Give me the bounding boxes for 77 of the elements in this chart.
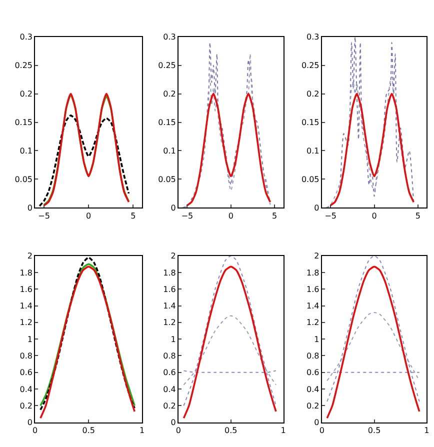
x-tick-label: 0.5 bbox=[82, 426, 95, 435]
line-series bbox=[326, 36, 414, 208]
x-tick-label: 0 bbox=[228, 211, 234, 220]
line-series bbox=[326, 256, 420, 402]
y-tick-label: 0.6 bbox=[20, 368, 32, 378]
y-tick-label: 0.1 bbox=[163, 146, 176, 156]
x-tick-label: −5 bbox=[38, 211, 50, 220]
y-tick-label: 0 bbox=[170, 418, 176, 428]
y-tick-label: 0 bbox=[170, 203, 176, 212]
y-tick-label: 0.2 bbox=[306, 90, 320, 99]
y-tick-label: 1.2 bbox=[306, 318, 320, 328]
y-tick-label: 0.6 bbox=[306, 368, 320, 378]
y-tick-label: 0.2 bbox=[20, 90, 32, 99]
y-tick-label: 1 bbox=[314, 334, 320, 344]
y-tick-label: 0.3 bbox=[20, 32, 32, 42]
y-tick-label: 0 bbox=[27, 418, 32, 428]
line-series bbox=[186, 92, 272, 206]
y-tick-label: 0.2 bbox=[306, 401, 320, 410]
x-tick-label: 5 bbox=[415, 211, 421, 220]
x-tick-label: 5 bbox=[130, 211, 136, 220]
y-tick-label: 0 bbox=[27, 203, 32, 212]
y-tick-label: 0.25 bbox=[301, 61, 320, 70]
line-series bbox=[326, 266, 420, 420]
y-tick-label: 0 bbox=[314, 418, 320, 428]
y-tick-label: 0.05 bbox=[301, 175, 320, 184]
x-tick-label: 5 bbox=[272, 211, 278, 220]
y-tick-label: 0.2 bbox=[163, 90, 176, 99]
y-tick-label: 0.8 bbox=[163, 352, 176, 361]
x-tick-label: 0.5 bbox=[224, 426, 238, 435]
y-tick-label: 2 bbox=[170, 252, 176, 261]
y-tick-label: 0.3 bbox=[306, 32, 320, 42]
y-tick-label: 0.05 bbox=[14, 175, 32, 184]
y-tick-label: 1.6 bbox=[306, 284, 320, 294]
y-tick-label: 1.4 bbox=[20, 302, 32, 311]
x-tick-label: 1 bbox=[424, 426, 430, 435]
y-tick-label: 2 bbox=[314, 252, 320, 261]
y-tick-label: 1.8 bbox=[163, 268, 176, 278]
y-tick-label: 1 bbox=[170, 334, 176, 344]
y-tick-label: 1.2 bbox=[163, 318, 176, 328]
y-tick-label: 2 bbox=[27, 252, 32, 261]
y-tick-label: 0.6 bbox=[163, 368, 176, 378]
y-tick-label: 0.2 bbox=[163, 401, 176, 410]
y-tick-label: 0.4 bbox=[306, 384, 320, 394]
y-tick-label: 0 bbox=[314, 203, 320, 212]
y-tick-label: 0.4 bbox=[20, 384, 32, 394]
y-tick-label: 1.8 bbox=[20, 268, 32, 278]
y-tick-label: 1.6 bbox=[163, 284, 176, 294]
x-tick-label: 0.5 bbox=[368, 426, 381, 435]
line-series bbox=[326, 76, 414, 208]
y-tick-label: 0.25 bbox=[14, 61, 32, 70]
x-tick-label: −5 bbox=[324, 211, 336, 220]
x-tick-label: 1 bbox=[280, 426, 286, 435]
y-tick-label: 1.6 bbox=[20, 284, 32, 294]
line-series bbox=[326, 312, 420, 382]
line-series bbox=[183, 315, 276, 386]
y-tick-label: 0.15 bbox=[14, 118, 32, 128]
y-tick-label: 1.2 bbox=[20, 318, 32, 328]
y-tick-label: 1.4 bbox=[163, 302, 176, 311]
y-tick-label: 0.8 bbox=[20, 352, 32, 361]
y-tick-label: 1.8 bbox=[306, 268, 320, 278]
x-tick-label: −5 bbox=[181, 211, 194, 220]
line-series bbox=[330, 92, 415, 206]
x-tick-label: 1 bbox=[140, 426, 145, 435]
y-tick-label: 0.05 bbox=[158, 175, 176, 184]
y-tick-label: 0.1 bbox=[306, 146, 320, 156]
y-tick-label: 0.2 bbox=[20, 401, 32, 410]
y-tick-label: 1 bbox=[27, 334, 32, 344]
y-tick-label: 0.25 bbox=[158, 61, 176, 70]
y-tick-label: 0.15 bbox=[158, 118, 176, 128]
y-tick-label: 0.1 bbox=[20, 146, 32, 156]
y-tick-label: 1.4 bbox=[306, 302, 320, 311]
y-tick-label: 0.3 bbox=[163, 32, 176, 42]
y-tick-label: 0.15 bbox=[301, 118, 320, 128]
y-tick-label: 0.4 bbox=[163, 384, 176, 394]
x-tick-label: 0 bbox=[86, 211, 92, 220]
y-tick-label: 0.8 bbox=[306, 352, 320, 361]
x-tick-label: 0 bbox=[372, 211, 377, 220]
